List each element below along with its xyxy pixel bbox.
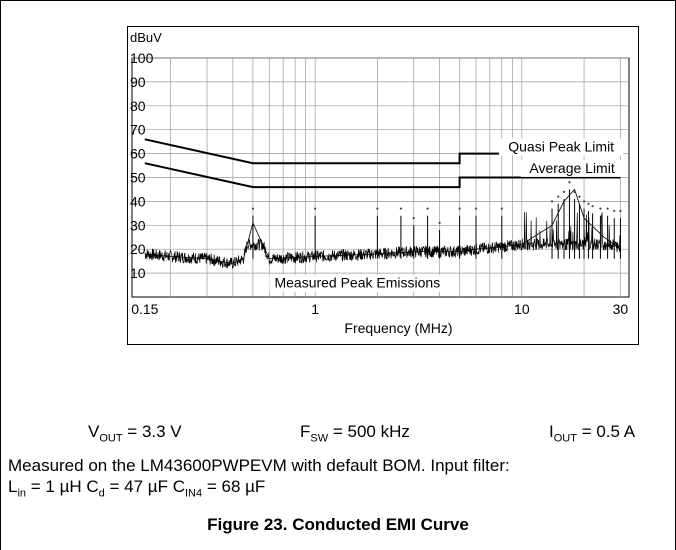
peak-marker [591, 205, 594, 208]
peak-marker [619, 209, 622, 213]
y-tick-label: 30 [130, 217, 146, 233]
y-tick-label: 70 [130, 122, 146, 138]
x-tick-label: 30 [613, 301, 629, 317]
condition-iout: IOUT = 0.5 A [549, 422, 636, 445]
x-tick-label: 1 [311, 301, 319, 317]
peak-marker [251, 207, 255, 210]
peak-marker [568, 181, 571, 184]
emi-chart: 10 20 30 40 50 60 70 80 90 100 dBuV 0.15 1 10 30 Freque… [127, 26, 639, 345]
peak-marker [438, 221, 441, 225]
average-limit-label: Average Limit [529, 160, 614, 176]
average-limit-line [144, 162, 621, 189]
quasi-peak-limit-label: Quasi Peak Limit [508, 138, 614, 154]
page-top-rule [0, 0, 676, 1]
peak-marker [599, 207, 602, 210]
y-tick-label: 60 [130, 146, 146, 162]
measured-peak-emissions-label-box [269, 274, 446, 292]
peak-marker [458, 207, 461, 210]
y-tick-label: 20 [130, 241, 146, 257]
quasi-peak-limit-label-box [498, 138, 624, 156]
y-tick-label: 100 [130, 50, 154, 66]
y-tick-label: 10 [130, 265, 146, 281]
input-filter-values: Lin = 1 µH Cd = 47 µF CIN4 = 68 µF [8, 477, 266, 500]
peak-marker [314, 207, 317, 210]
y-tick-label: 80 [130, 98, 146, 114]
x-tick-label: 0.15 [131, 301, 158, 317]
peak-marker [573, 190, 576, 193]
measurement-note: Measured on the LM43600PWPEVM with defau… [8, 456, 510, 475]
peak-marker [412, 217, 415, 220]
measured-emissions-trace [144, 211, 621, 269]
peak-marker [606, 207, 609, 210]
figure-caption: Figure 23. Conducted EMI Curve [207, 515, 469, 534]
y-tick-label: 50 [130, 170, 146, 186]
page-left-rule [0, 0, 1, 550]
peak-marker [613, 209, 616, 213]
peak-marker [474, 207, 478, 210]
peak-marker [557, 195, 560, 198]
condition-vout: VOUT = 3.3 V [88, 422, 182, 445]
peak-marker [399, 207, 403, 210]
peak-marker [500, 207, 503, 210]
measured-emissions-series [144, 188, 621, 264]
y-tick-label: 40 [130, 193, 146, 209]
measured-peak-emissions-label: Measured Peak Emissions [274, 275, 440, 291]
peak-marker [562, 190, 566, 193]
peak-marker [587, 202, 590, 205]
x-tick-label: 10 [514, 301, 530, 317]
peak-marker [550, 200, 554, 203]
average-limit-label-box [520, 159, 624, 177]
peak-marker [578, 195, 581, 198]
peak-marker [426, 207, 429, 210]
y-axis-label: dBuV [130, 30, 162, 45]
x-axis-label: Frequency (MHz) [344, 320, 452, 336]
emi-chart-svg: 10 20 30 40 50 60 70 80 90 100 dBuV 0.15 1 10 30 Freque… [130, 30, 630, 336]
y-tick-label: 90 [130, 74, 146, 90]
peak-marker [582, 200, 586, 203]
peak-marker [376, 207, 379, 210]
condition-fsw: FSW = 500 kHz [300, 422, 410, 445]
